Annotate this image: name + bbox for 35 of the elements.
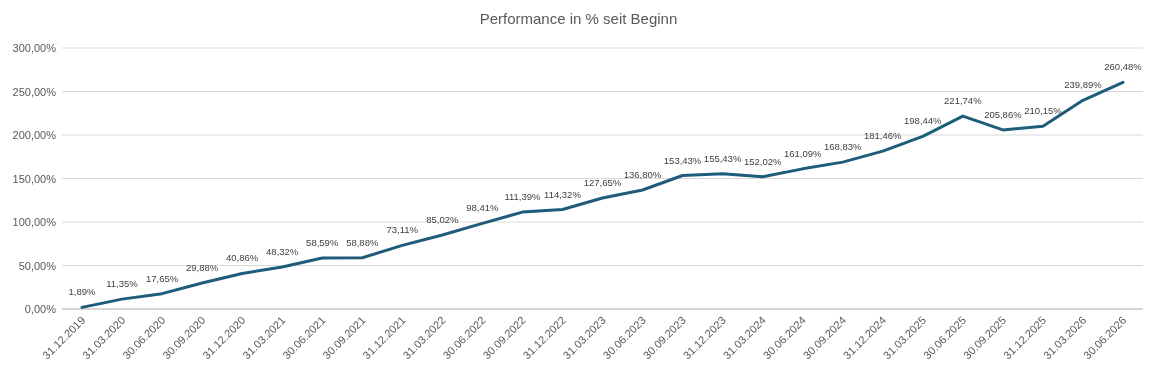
data-label: 168,83% [823,141,863,153]
y-tick-label: 200,00% [12,129,57,141]
data-label: 48,32% [266,245,299,257]
data-label: 40,86% [226,252,259,264]
data-label: 98,41% [466,202,500,214]
data-label: 161,09% [783,147,822,159]
data-label: 210,15% [1024,105,1063,117]
y-tick-label: 0,00% [24,303,57,315]
data-label: 136,80% [623,168,662,180]
y-tick-label: 250,00% [12,85,57,98]
data-label: 239,89% [1064,79,1103,91]
y-tick-label: 300,00% [12,42,57,54]
data-label: 1,89% [68,286,97,298]
data-label: 260,48% [1104,61,1143,73]
chart-title: Performance in % seit Beginn [479,10,678,27]
y-tick-label: 50,00% [18,259,57,272]
data-label: 181,46% [864,130,903,142]
y-tick-label: 150,00% [12,172,57,185]
data-label: 85,02% [426,214,459,226]
data-label: 17,65% [145,272,179,284]
data-label: 11,35% [106,278,139,290]
data-label: 221,74% [944,95,983,107]
data-label: 58,59% [306,237,339,249]
y-tick-label: 100,00% [12,216,57,228]
data-label: 152,02% [743,155,782,167]
data-label: 127,65% [583,176,622,188]
data-label: 29,88% [186,262,219,273]
data-label: 155,43% [703,152,742,164]
data-label: 58,88% [346,236,379,248]
data-label: 153,43% [663,154,702,166]
data-label: 114,32% [544,188,582,200]
data-label: 198,44% [904,115,943,127]
data-label: 111,39% [504,191,542,203]
data-label: 205,86% [984,108,1023,120]
data-label: 73,11% [386,224,419,236]
